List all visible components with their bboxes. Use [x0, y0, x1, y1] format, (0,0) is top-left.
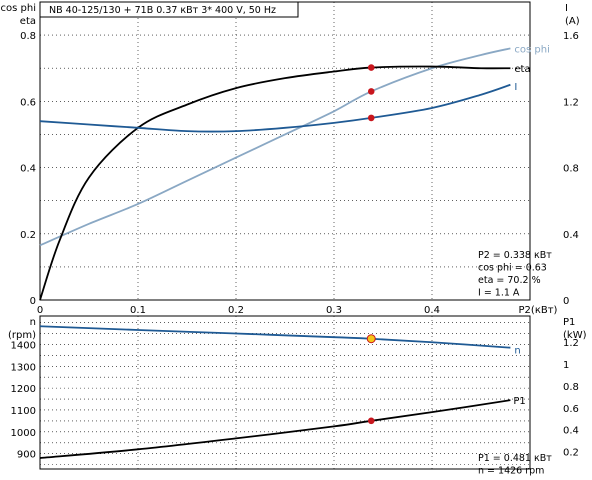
chart-header: NB 40-125/130 + 71B 0.37 кВт 3* 400 V, 5…	[49, 5, 276, 16]
bottom-plot-frame	[39, 315, 531, 470]
x-tick-label: 0.1	[130, 305, 146, 316]
y-right-tick-label: 1.2	[563, 97, 579, 108]
y-left-label-n: n	[30, 317, 36, 328]
y-right-tick-label: 1	[563, 360, 569, 371]
y-right-tick-label: 0.8	[563, 382, 579, 393]
y-right-tick-label: 1.6	[563, 31, 579, 42]
series-label-eta: eta	[514, 64, 530, 75]
p1-curve	[39, 399, 511, 459]
y-left-label-cosphi: cos phi	[1, 3, 36, 14]
top-plot-frame	[39, 1, 531, 301]
x-axis-label: P2(кВт)	[519, 305, 558, 316]
y-left-label-eta: eta	[20, 16, 36, 27]
y-left-tick-label: 1300	[11, 362, 36, 373]
duty-annotation-line: eta = 70.2 %	[478, 275, 541, 286]
series-label-p1: P1	[513, 396, 525, 407]
x-tick-label: 0	[37, 305, 43, 316]
y-left-tick-label: 1400	[11, 340, 36, 351]
x-tick-label: 0.3	[326, 305, 342, 316]
x-tick-label: 0.4	[424, 305, 440, 316]
y-left-tick-label: 0.8	[20, 31, 36, 42]
series-label-i: I	[514, 82, 517, 93]
eta-curve	[39, 65, 511, 301]
cos-phi-curve	[39, 47, 511, 247]
duty-annotation-line: I = 1.1 A	[478, 288, 520, 299]
header-box	[39, 1, 299, 18]
cos-phi-duty-marker	[367, 88, 375, 95]
eta-duty-marker	[367, 64, 375, 71]
series-label-cosphi: cos phi	[514, 44, 549, 55]
x-tick-label: 0.2	[228, 305, 244, 316]
curves-layer	[39, 47, 511, 459]
current-curve	[39, 83, 511, 133]
y-right-tick-label: 0	[563, 296, 569, 307]
y-right-tick-label: 0.4	[563, 230, 579, 241]
duty-annotation-line: P1 = 0.481 кВт	[478, 453, 552, 464]
y-right-label-kw: (kW)	[563, 330, 587, 341]
y-left-tick-label: 1000	[11, 428, 36, 439]
y-left-tick-label: 0.6	[20, 97, 36, 108]
speed-curve	[39, 325, 511, 349]
y-left-tick-label: 1200	[11, 384, 36, 395]
y-left-tick-label: 0.2	[20, 230, 36, 241]
duty-annotation-line: n = 1426 rpm	[478, 466, 544, 477]
y-right-label-i: I	[565, 3, 568, 14]
grid-layer	[39, 1, 531, 470]
y-left-tick-label: 900	[17, 450, 36, 461]
y-left-label-rpm: (rpm)	[8, 330, 36, 341]
y-right-tick-label: 0.4	[563, 426, 579, 437]
y-left-tick-label: 0.4	[20, 164, 36, 175]
y-left-tick-label: 1100	[11, 406, 36, 417]
current-duty-marker	[367, 114, 375, 122]
y-right-tick-label: 0.8	[563, 164, 579, 175]
y-right-tick-label: 0.6	[563, 404, 579, 415]
y-left-tick-label: 0	[30, 296, 36, 307]
y-right-label-p1: P1	[563, 317, 575, 328]
p1-duty-marker	[367, 417, 375, 425]
y-right-tick-label: 1.2	[563, 338, 579, 349]
y-right-label-unit: (A)	[565, 16, 580, 27]
duty-annotation-line: cos phi = 0.63	[478, 263, 547, 274]
series-label-n: n	[514, 346, 520, 357]
speed-duty-marker	[366, 334, 376, 344]
y-right-tick-label: 0.2	[563, 448, 579, 459]
duty-annotation-line: P2 = 0.338 кВт	[478, 250, 552, 261]
